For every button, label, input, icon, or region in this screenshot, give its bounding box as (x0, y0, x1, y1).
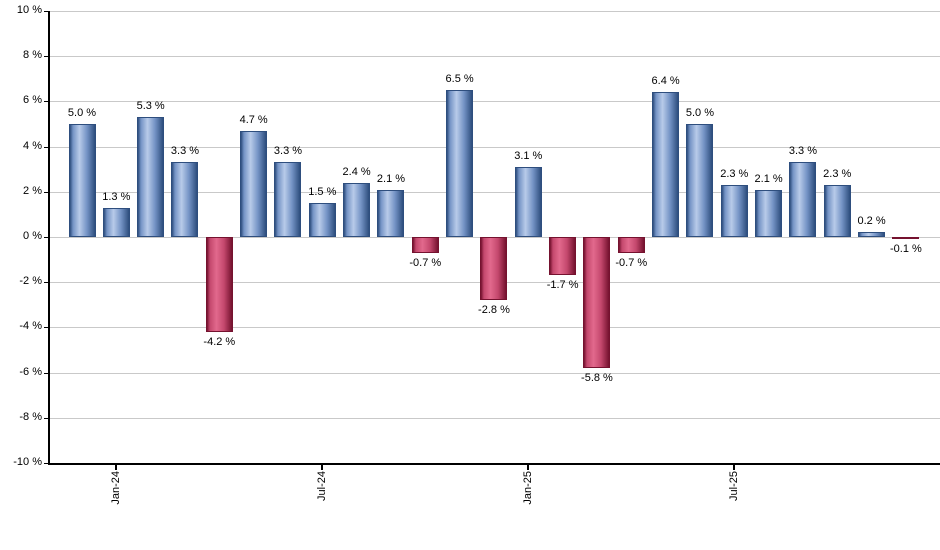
bar-value-label: -1.7 % (546, 279, 579, 291)
bar-positive (824, 185, 851, 237)
y-axis-label: 8 % (23, 49, 42, 61)
gridline (50, 101, 940, 102)
x-axis-label: Jul-24 (316, 471, 328, 501)
bar-positive (721, 185, 748, 237)
bar-value-label: -0.7 % (409, 257, 442, 269)
bar-positive (274, 162, 301, 237)
bar-value-label: -0.1 % (890, 243, 922, 255)
y-axis-line (48, 11, 50, 465)
y-axis-tick (44, 101, 48, 102)
bar-positive (789, 162, 816, 237)
bar-negative (618, 237, 645, 253)
gridline (50, 147, 940, 148)
bar-value-label: 2.1 % (376, 173, 406, 185)
y-axis-label: -2 % (19, 275, 42, 287)
y-axis-tick (44, 373, 48, 374)
bar-value-label: -5.8 % (581, 372, 613, 384)
bar-value-label: -4.2 % (203, 336, 236, 348)
bar-negative (583, 237, 610, 368)
gridline (50, 192, 940, 193)
bar-value-label: 1.5 % (308, 186, 337, 198)
y-axis-tick (44, 56, 48, 57)
x-axis-label: Jan-25 (522, 471, 534, 505)
y-axis-tick (44, 147, 48, 148)
bar-value-label: 3.3 % (170, 145, 200, 157)
bar-positive (652, 92, 679, 237)
bar-positive (137, 117, 164, 237)
y-axis-label: 6 % (23, 94, 42, 106)
bar-value-label: -0.7 % (615, 257, 648, 269)
y-axis-label: -10 % (13, 456, 42, 468)
bar-positive (446, 90, 473, 237)
bar-positive (309, 203, 336, 237)
y-axis-tick (44, 282, 48, 283)
y-axis-tick (44, 463, 48, 464)
gridline (50, 327, 940, 328)
bar-value-label: 5.3 % (136, 100, 165, 112)
bar-positive (858, 232, 885, 237)
bar-value-label: 5.0 % (67, 107, 97, 119)
gridline (50, 373, 940, 374)
y-axis-tick (44, 237, 48, 238)
bar-positive (686, 124, 713, 237)
gridline (50, 418, 940, 419)
bar-value-label: 4.7 % (239, 114, 268, 126)
bar-value-label: 2.3 % (720, 168, 749, 180)
y-axis-label: 4 % (23, 140, 42, 152)
y-axis-label: -4 % (19, 320, 42, 332)
bar-value-label: 3.1 % (514, 150, 543, 162)
y-axis-label: 0 % (23, 230, 42, 242)
bar-value-label: 2.4 % (342, 166, 371, 178)
bar-positive (515, 167, 542, 237)
x-axis-tick (321, 463, 323, 470)
y-axis-label: 2 % (23, 185, 42, 197)
y-axis-tick (44, 418, 48, 419)
bar-value-label: 3.3 % (273, 145, 303, 157)
bar-positive (103, 208, 130, 237)
y-axis-tick (44, 192, 48, 193)
bar-value-label: 3.3 % (788, 145, 817, 157)
y-axis-tick (44, 11, 48, 12)
bar-positive (240, 131, 267, 237)
bar-value-label: 1.3 % (102, 191, 131, 203)
y-axis-label: 10 % (16, 4, 42, 16)
bar-negative (892, 237, 919, 239)
bar-value-label: 5.0 % (685, 107, 715, 119)
bar-value-label: 6.4 % (651, 75, 680, 87)
bar-value-label: 2.3 % (823, 168, 852, 180)
gridline (50, 56, 940, 57)
bar-positive (377, 190, 404, 237)
x-axis-line (48, 463, 940, 465)
bar-positive (343, 183, 370, 237)
x-axis-tick (527, 463, 529, 470)
bar-positive (171, 162, 198, 237)
bar-negative (206, 237, 233, 332)
x-axis-label: Jan-24 (110, 471, 122, 505)
y-axis-label: -6 % (19, 366, 42, 378)
bar-negative (549, 237, 576, 275)
gridline (50, 11, 940, 12)
bar-negative (412, 237, 439, 253)
x-axis-tick (115, 463, 117, 470)
bar-positive (69, 124, 96, 237)
y-axis-label: -8 % (19, 411, 42, 423)
bar-value-label: 2.1 % (754, 173, 783, 185)
bar-value-label: 0.2 % (857, 215, 886, 227)
bar-negative (480, 237, 507, 300)
x-axis-tick (733, 463, 735, 470)
x-axis-label: Jul-25 (728, 471, 740, 501)
y-axis-tick (44, 327, 48, 328)
bar-value-label: -2.8 % (478, 304, 510, 316)
bar-positive (755, 190, 782, 237)
bar-value-label: 6.5 % (445, 73, 474, 85)
